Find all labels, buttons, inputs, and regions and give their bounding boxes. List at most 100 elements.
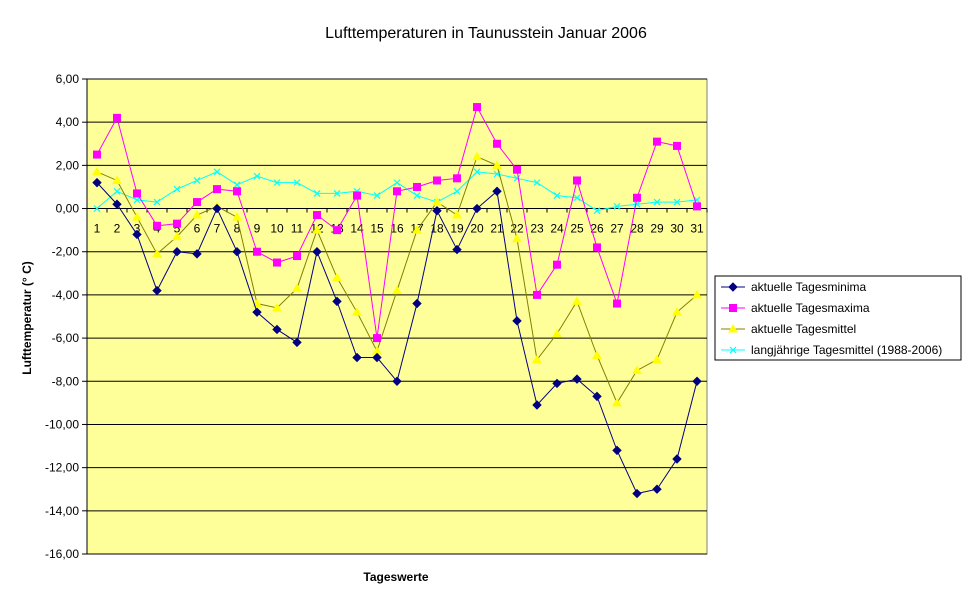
data-point (532, 400, 542, 410)
data-point (273, 258, 281, 267)
x-tick-label: 8 (234, 222, 241, 236)
data-point (373, 192, 381, 200)
data-point (333, 190, 341, 197)
x-tick-label: 14 (350, 222, 364, 236)
data-point (453, 174, 461, 183)
data-point (272, 324, 282, 335)
data-point (392, 285, 402, 295)
data-point (512, 316, 522, 326)
y-tick-label: -10,00 (45, 417, 79, 431)
x-tick-label: 27 (610, 222, 624, 236)
data-point (452, 210, 462, 219)
data-point (432, 205, 442, 216)
data-point (152, 285, 162, 296)
series-tagesmaxima (93, 103, 701, 343)
y-tick-label: -4,00 (52, 288, 80, 302)
data-point (233, 181, 241, 189)
data-point (472, 151, 482, 161)
data-point (632, 365, 642, 374)
data-point (253, 172, 261, 180)
x-tick-label: 28 (630, 222, 644, 236)
data-point (212, 203, 222, 214)
data-point (613, 299, 621, 308)
data-point (113, 187, 121, 195)
data-point (273, 179, 281, 187)
data-point (432, 197, 442, 206)
y-tick-label: 6,00 (56, 72, 80, 86)
data-point (153, 221, 161, 230)
data-point (652, 354, 662, 364)
data-point (253, 247, 261, 256)
y-tick-label: -14,00 (45, 504, 79, 518)
data-point (192, 249, 202, 259)
data-point (492, 186, 502, 196)
x-tick-label: 1 (94, 222, 101, 236)
data-point (572, 296, 582, 305)
data-point (413, 182, 421, 191)
legend-marker (729, 346, 737, 354)
data-point (573, 176, 581, 185)
data-point (312, 225, 322, 234)
data-point (592, 350, 602, 359)
series-langjaehrige-tagesmittel (93, 168, 701, 215)
y-tick-label: 4,00 (56, 115, 80, 129)
data-point (673, 141, 681, 150)
data-point (193, 177, 201, 184)
data-point (133, 189, 141, 198)
x-tick-label: 7 (214, 222, 221, 236)
x-tick-label: 2 (114, 222, 121, 236)
data-point (93, 150, 101, 159)
x-tick-label: 3 (134, 222, 141, 236)
data-point (92, 166, 102, 176)
data-point (213, 168, 221, 176)
x-tick-label: 30 (670, 222, 684, 236)
data-point (393, 179, 401, 187)
y-axis-ticks: 6,00 4,00 2,00 0,00 -2,00 -4,00 -6,00 -8,00 -10,… (45, 72, 87, 561)
data-point (332, 272, 342, 282)
gridlines (86, 78, 707, 555)
x-tick-label: 9 (254, 222, 261, 236)
data-point (513, 165, 521, 174)
legend: aktuelle Tagesminima aktuelle Tagesmaxima… (714, 275, 962, 361)
data-point (553, 260, 561, 269)
x-tick-label: 16 (390, 222, 404, 236)
x-tick-label: 31 (690, 222, 704, 236)
data-point (512, 233, 522, 243)
data-point (593, 207, 601, 215)
data-point (612, 397, 622, 407)
legend-label: aktuelle Tagesmaxima (751, 301, 870, 315)
legend-item: langjährige Tagesmittel (1988-2006) (721, 343, 942, 357)
data-point (552, 328, 562, 338)
data-point (633, 193, 641, 202)
data-point (393, 187, 401, 196)
data-point (533, 179, 541, 187)
data-point (372, 352, 382, 363)
data-point (413, 192, 421, 200)
data-point (373, 334, 381, 343)
data-point (213, 185, 221, 194)
data-point (552, 378, 562, 389)
data-point (433, 176, 441, 185)
data-point (172, 231, 182, 241)
data-point (473, 168, 481, 176)
data-point (412, 225, 422, 234)
data-point (672, 454, 682, 464)
data-point (293, 179, 301, 187)
y-tick-label: -2,00 (52, 245, 80, 259)
data-point (112, 199, 122, 209)
data-point (333, 226, 341, 235)
legend-box (714, 275, 962, 361)
data-point (593, 243, 601, 252)
y-tick-label: -12,00 (45, 461, 79, 475)
data-point (453, 187, 461, 195)
plot-area (86, 78, 708, 555)
x-tick-label: 10 (270, 222, 284, 236)
legend-marker (729, 304, 737, 312)
data-point (133, 196, 141, 204)
data-point (653, 198, 661, 206)
data-point (153, 198, 161, 206)
data-point (193, 198, 201, 207)
data-point (112, 175, 122, 184)
data-point (332, 296, 342, 307)
